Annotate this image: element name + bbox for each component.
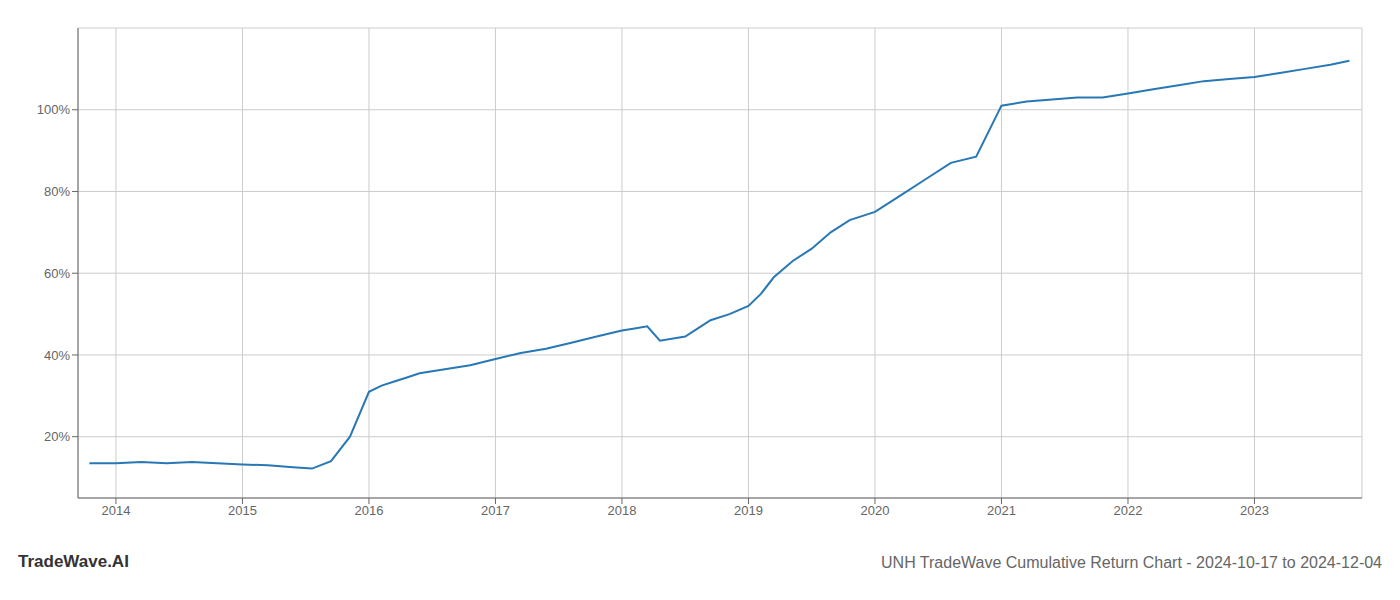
html-text:UNH TradeWave Cumulative Retur: UNH TradeWave Cumulative Return Chart - … (881, 554, 1382, 571)
svg-text:2020: 2020 (861, 503, 890, 518)
svg-text:2018: 2018 (607, 503, 636, 518)
svg-text:40%: 40% (44, 348, 70, 363)
svg-text:80%: 80% (44, 184, 70, 199)
svg-text:2022: 2022 (1114, 503, 1143, 518)
svg-text:2014: 2014 (101, 503, 130, 518)
svg-text:2015: 2015 (228, 503, 257, 518)
svg-text:60%: 60% (44, 266, 70, 281)
svg-text:2021: 2021 (987, 503, 1016, 518)
svg-text:20%: 20% (44, 429, 70, 444)
html-text:TradeWave.AI: TradeWave.AI (18, 552, 129, 571)
svg-text:2016: 2016 (354, 503, 383, 518)
svg-text:2017: 2017 (481, 503, 510, 518)
svg-text:2019: 2019 (734, 503, 763, 518)
svg-text:100%: 100% (37, 102, 71, 117)
svg-text:2023: 2023 (1240, 503, 1269, 518)
